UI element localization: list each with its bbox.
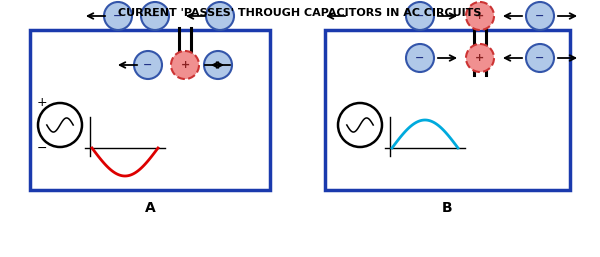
Circle shape — [104, 2, 132, 30]
Text: −: − — [37, 142, 47, 154]
Circle shape — [338, 103, 382, 147]
Text: B: B — [442, 201, 453, 215]
Text: −: − — [113, 11, 122, 21]
Circle shape — [171, 51, 199, 79]
Circle shape — [466, 2, 494, 30]
Text: −: − — [415, 11, 425, 21]
Text: CURRENT 'PASSES' THROUGH CAPACITORS IN AC CIRCUITS: CURRENT 'PASSES' THROUGH CAPACITORS IN A… — [118, 8, 482, 18]
Circle shape — [406, 44, 434, 72]
Text: −: − — [415, 53, 425, 63]
Text: +: + — [475, 53, 485, 63]
Circle shape — [134, 51, 162, 79]
Text: +: + — [37, 96, 47, 108]
Circle shape — [466, 44, 494, 72]
Text: −: − — [151, 11, 160, 21]
Text: −: − — [215, 11, 224, 21]
Circle shape — [204, 51, 232, 79]
Circle shape — [406, 2, 434, 30]
Text: −: − — [535, 11, 545, 21]
Text: −: − — [143, 60, 152, 70]
Circle shape — [526, 2, 554, 30]
Circle shape — [206, 2, 234, 30]
Circle shape — [141, 2, 169, 30]
Bar — [325, 30, 570, 190]
Bar — [30, 30, 270, 190]
Circle shape — [526, 44, 554, 72]
Text: −: − — [214, 60, 223, 70]
Text: +: + — [475, 11, 485, 21]
Text: A: A — [145, 201, 155, 215]
Circle shape — [38, 103, 82, 147]
Text: −: − — [535, 53, 545, 63]
Text: +: + — [181, 60, 190, 70]
